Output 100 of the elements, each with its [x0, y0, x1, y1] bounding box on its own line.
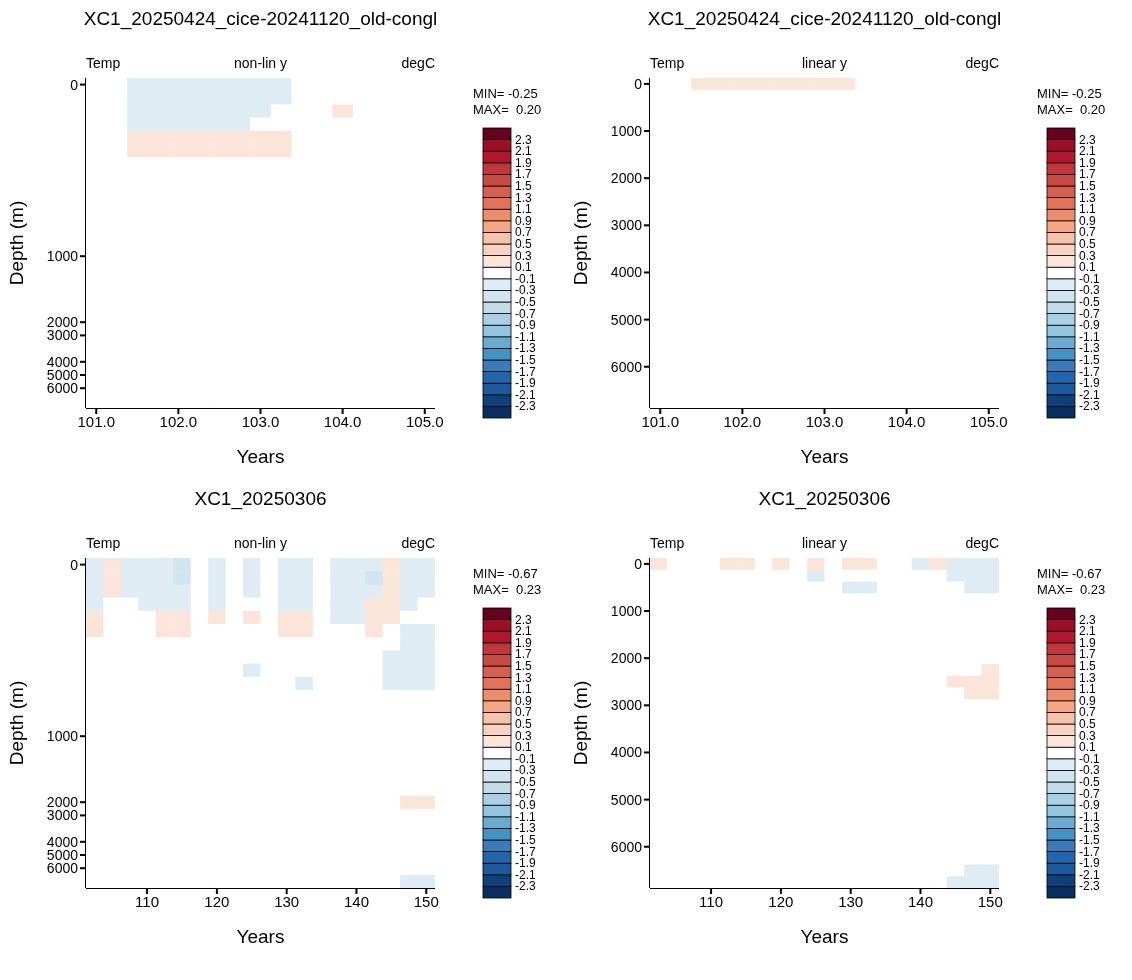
x-axis-title: Years — [800, 926, 849, 947]
color-bar-label: -1.7 — [1079, 364, 1100, 379]
text: MIN= -0.25 — [1037, 86, 1102, 101]
y-axis-title: Depth (m) — [5, 200, 27, 286]
color-bar-label: -0.3 — [515, 283, 536, 298]
color-bar-label: 0.7 — [1079, 705, 1097, 720]
y-tick-label: 1000 — [46, 728, 79, 745]
color-bar-label: 1.5 — [515, 659, 533, 673]
y-axis-title: Depth (m) — [569, 200, 591, 286]
color-bar-label: 0.5 — [1079, 237, 1097, 251]
color-bar-label: 1.7 — [1079, 167, 1097, 182]
chart-title: XC1_20250424_cice-20241120_old-congl — [82, 8, 439, 30]
y-tick-label: 0 — [634, 555, 643, 572]
y-tick-label: 1000 — [610, 603, 643, 620]
color-bar-label: -1.7 — [1079, 844, 1100, 859]
y-tick-label: 4000 — [610, 264, 643, 281]
color-bar-label: -1.3 — [1079, 821, 1100, 836]
x-tick-label: 105.0 — [405, 412, 444, 430]
color-bar-label: 1.3 — [1079, 190, 1097, 205]
color-bar-label: -1.3 — [1079, 341, 1100, 356]
text: linear y — [801, 535, 848, 551]
color-bar-label: 1.5 — [515, 179, 533, 193]
color-bar-label: 1.3 — [515, 670, 533, 685]
y-tick-label: 0 — [70, 76, 79, 93]
text: degC — [401, 55, 435, 71]
y-tick-label: 6000 — [46, 860, 79, 877]
chart-title: XC1_20250306 — [757, 488, 892, 510]
x-tick-label: 130 — [838, 892, 864, 910]
color-bar-label: -2.3 — [1079, 399, 1100, 414]
y-tick-label: 0 — [634, 75, 643, 92]
color-bar-label: -1.5 — [515, 833, 536, 847]
y-axis-title: Depth (m) — [5, 680, 27, 766]
x-tick-label: 104.0 — [887, 412, 926, 430]
text: degC — [965, 55, 999, 71]
text: Temp — [650, 55, 685, 71]
text: MAX= 0.23 — [473, 582, 542, 597]
x-tick-label: 120 — [204, 892, 230, 910]
color-bar-label: 0.7 — [1079, 225, 1097, 240]
color-bar-label: 0.3 — [1079, 728, 1097, 743]
color-bar-label: -0.7 — [515, 306, 536, 321]
y-tick-label: 6000 — [610, 838, 643, 855]
text: MIN= -0.67 — [473, 566, 538, 581]
color-bar-label: -1.5 — [1079, 833, 1100, 847]
color-bar-label: 1.5 — [1079, 179, 1097, 193]
text: linear y — [801, 55, 848, 71]
color-bar-label: 0.5 — [515, 237, 533, 251]
y-tick-label: 5000 — [610, 791, 643, 808]
y-axis-title: Depth (m) — [569, 680, 591, 766]
color-bar-label: 1.5 — [1079, 659, 1097, 673]
text: MAX= 0.20 — [1037, 102, 1106, 117]
x-tick-label: 150 — [977, 892, 1003, 910]
y-tick-label: 0 — [70, 556, 79, 573]
color-bar-label: 0.5 — [1079, 717, 1097, 731]
text: MIN= -0.25 — [473, 86, 538, 101]
color-bar-label: 0.7 — [515, 225, 533, 240]
chart-title: XC1_20250306 — [193, 488, 328, 510]
color-bar-label: 0.3 — [1079, 248, 1097, 263]
text: MIN= -0.67 — [1037, 566, 1102, 581]
color-bar-label: -0.3 — [515, 763, 536, 778]
x-tick-label: 110 — [699, 892, 724, 910]
color-bar-label: 2.3 — [1079, 612, 1097, 627]
y-tick-label: 3000 — [610, 217, 643, 234]
color-bar-label: 2.3 — [515, 612, 533, 627]
x-tick-label: 101.0 — [641, 412, 680, 430]
y-tick-label: 4000 — [610, 744, 643, 761]
color-bar-label: -1.5 — [515, 353, 536, 367]
x-axis-title: Years — [236, 446, 285, 467]
chart-title: XC1_20250424_cice-20241120_old-congl — [646, 8, 1003, 30]
x-axis-title: Years — [800, 446, 849, 467]
color-bar-label: -0.5 — [1079, 775, 1100, 789]
color-bar-label: 2.3 — [515, 132, 533, 147]
color-bar-label: -0.5 — [515, 295, 536, 309]
x-tick-label: 130 — [274, 892, 300, 910]
x-tick-label: 103.0 — [241, 412, 280, 430]
color-bar-label: 1.3 — [515, 190, 533, 205]
text: MAX= 0.20 — [473, 102, 542, 117]
x-tick-label: 140 — [343, 892, 369, 910]
color-bar-label: 1.7 — [515, 167, 533, 182]
color-bar-label: -2.3 — [515, 399, 536, 414]
color-bar-label: -0.3 — [1079, 763, 1100, 778]
color-bar-label: -1.3 — [515, 341, 536, 356]
color-bar-label: 1.7 — [515, 647, 533, 662]
x-tick-label: 110 — [135, 892, 160, 910]
color-bar-label: -2.3 — [1079, 879, 1100, 894]
x-tick-label: 101.0 — [77, 412, 116, 430]
text: Temp — [86, 55, 121, 71]
color-bar-label: 1.3 — [1079, 670, 1097, 685]
color-bar-label: -0.7 — [1079, 786, 1100, 801]
color-bar-label: -1.5 — [1079, 353, 1100, 367]
color-bar-label: -0.7 — [515, 786, 536, 801]
color-bar-label: 0.5 — [515, 717, 533, 731]
y-tick-label: 2000 — [610, 170, 643, 187]
color-bar-label: 1.7 — [1079, 647, 1097, 662]
color-bar-label: 0.3 — [515, 728, 533, 743]
x-tick-label: 150 — [413, 892, 439, 910]
text: degC — [401, 535, 435, 551]
color-bar-label: -1.7 — [515, 364, 536, 379]
color-bar-label: -0.5 — [515, 775, 536, 789]
color-bar-label: 0.3 — [515, 248, 533, 263]
color-bar-label: -2.3 — [515, 879, 536, 894]
